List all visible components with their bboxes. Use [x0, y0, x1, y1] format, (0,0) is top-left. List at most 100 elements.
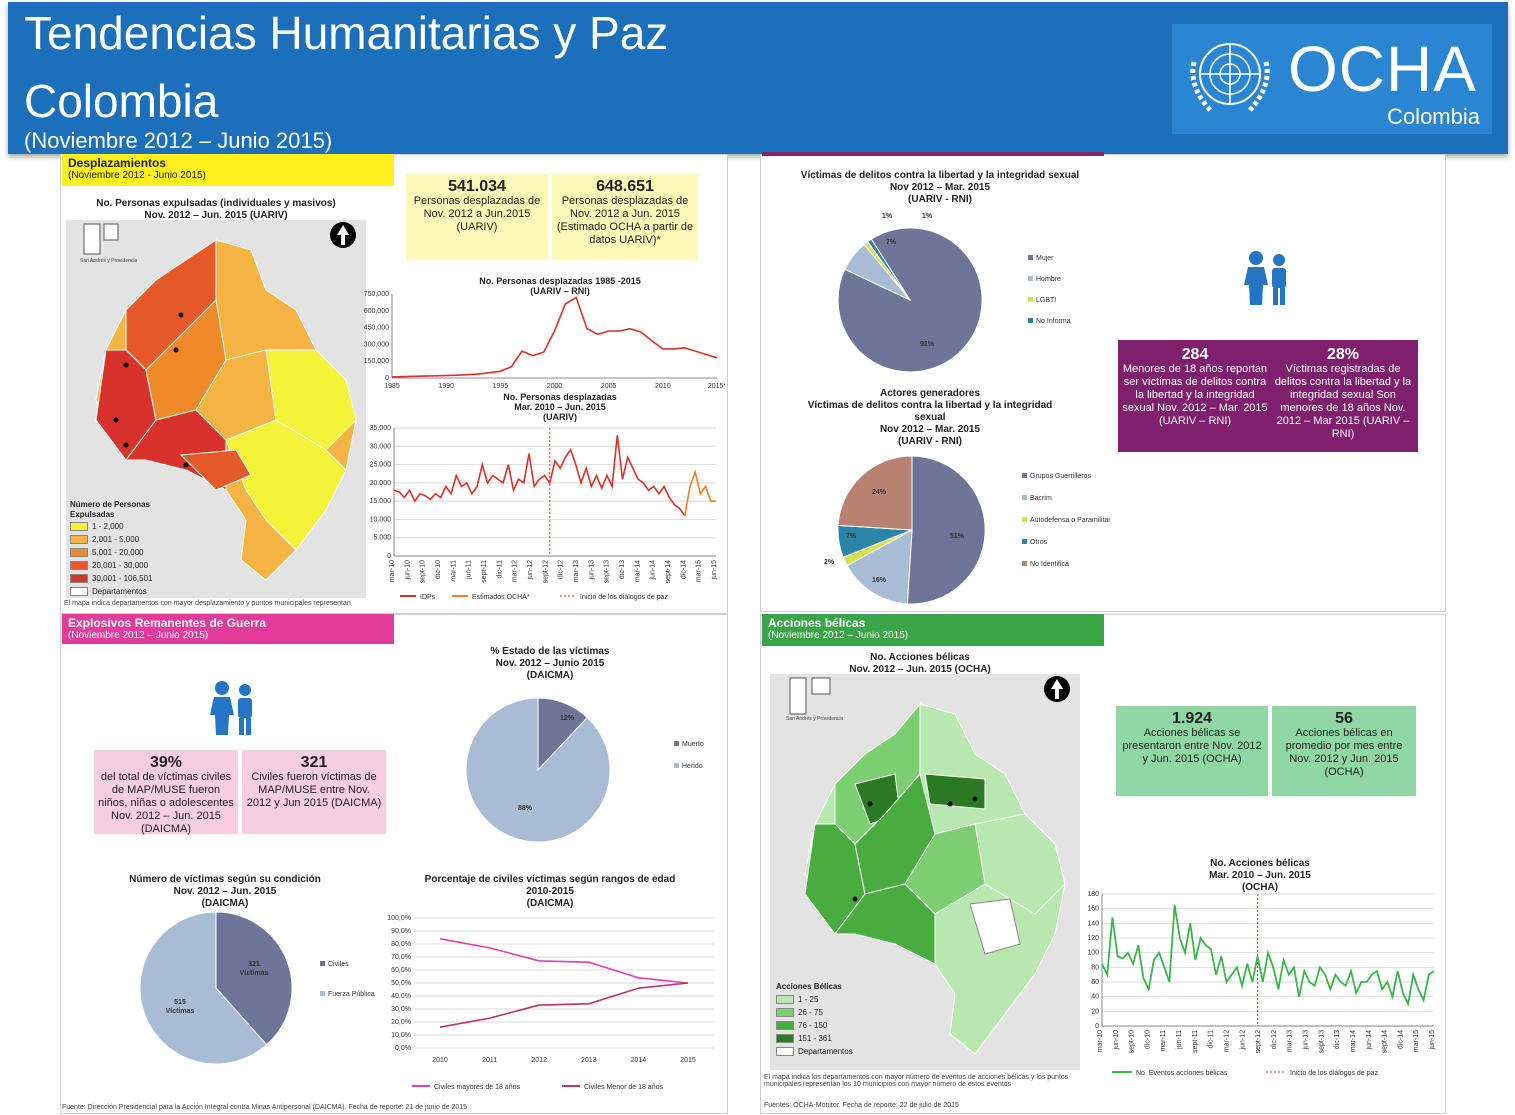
legend-label: Civiles mayores de 18 años	[434, 1084, 520, 1091]
legend-swatch	[776, 1034, 794, 1044]
map-legend-item: 2,001 - 5,000	[70, 533, 180, 546]
pie-estado-victimas: Muerto Herido 12% 88%	[465, 697, 704, 843]
legend-swatch	[70, 561, 88, 571]
logo-sub: Colombia	[1387, 104, 1480, 129]
inset-label-acciones: San Andrés y Providencia	[786, 716, 844, 722]
pie-label: 321	[248, 961, 260, 968]
legend-label: Inicio de los diálogos de paz	[580, 594, 668, 601]
y-tick-label: 60	[1091, 979, 1099, 986]
pie-label: 12%	[560, 715, 575, 722]
legend-swatch	[70, 548, 88, 558]
x-tick-label: dic-11	[496, 560, 503, 579]
chart-edad-title: Porcentaje de civiles víctimas según ran…	[424, 874, 676, 909]
x-tick-label: 1990	[438, 383, 454, 390]
legend-swatch	[674, 741, 679, 746]
legend-label: Bacrim	[1030, 495, 1052, 502]
x-tick-label: 2013	[581, 1057, 597, 1064]
series-line	[439, 982, 689, 1028]
legend-label: Inicio de los diálogos de paz	[1290, 1070, 1378, 1077]
legend-label: Otros	[1030, 539, 1048, 546]
legend-label: 2,001 - 5,000	[92, 535, 140, 544]
x-tick-label: sept-11	[1192, 1030, 1199, 1053]
x-tick-label: sept-13	[604, 560, 611, 583]
pie-actores-title: Actores generadores Víctimas de delitos c…	[807, 388, 1053, 447]
legend-label: 151 - 361	[798, 1034, 832, 1043]
box-acciones-1924: 1.924 Acciones bélicas se presentaron ent…	[1116, 706, 1268, 796]
x-tick-label: sept-14	[1382, 1030, 1389, 1053]
legend-swatch	[1022, 539, 1027, 544]
pie-label: 1%	[882, 213, 893, 220]
map-legend-item: Departamentos	[776, 1045, 886, 1058]
legend-label: Mujer	[1036, 255, 1054, 262]
map-legend-item: 1 - 25	[776, 993, 886, 1006]
legend-label: Estimados OCHA*	[472, 594, 530, 601]
footer-erg: Fuente: Dirección Presidencial para la A…	[62, 1104, 468, 1111]
y-tick-label: 20,0%	[391, 1019, 411, 1026]
box-sexual: 284 Menores de 18 años reportan ser vícti…	[1118, 340, 1418, 452]
pie-slice	[846, 529, 913, 605]
x-tick-label: mar-13	[573, 560, 580, 582]
box-erg-321: 321 Civiles fueron víctimas de MAP/MUSE e…	[242, 750, 386, 834]
legend-label: Departamentos	[92, 587, 147, 596]
y-tick-label: 90,0%	[391, 928, 411, 935]
legend-label: 30,001 - 106,501	[92, 574, 153, 583]
x-tick-label: jun-11	[1176, 1030, 1183, 1050]
legend-label: Grupos Guerrilleros	[1030, 473, 1092, 480]
pie-label: Víctimas	[166, 1008, 195, 1015]
pie-slice	[465, 697, 611, 843]
x-tick-label: sept-12	[1255, 1030, 1262, 1053]
x-tick-label: 2015	[680, 1057, 696, 1064]
pie-slice	[867, 238, 911, 301]
x-tick-label: 2014	[631, 1057, 647, 1064]
box-personas-ocha: 648.651 Personas desplazadas de Nov. 2012…	[552, 174, 698, 260]
x-tick-label: 2012	[531, 1057, 547, 1064]
x-tick-label: sept-10	[1129, 1030, 1136, 1053]
pie-condicion-title: Número de víctimas según su condición Nov…	[129, 874, 321, 909]
section-acciones: Acciones bélicas (Noviembre 2012 – Junio …	[762, 614, 1104, 646]
x-tick-label: mar-11	[450, 560, 457, 582]
x-tick-label: sept-10	[420, 560, 427, 583]
legend-label: 5,001 - 20,000	[92, 548, 144, 557]
pie-label: 7%	[886, 239, 897, 246]
pie-label: 24%	[872, 489, 887, 496]
legend-swatch	[320, 961, 325, 966]
map-acciones-title: No. Acciones bélicas Nov. 2012 – Jun. 201…	[849, 652, 991, 675]
y-tick-label: 10,0%	[391, 1032, 411, 1039]
y-tick-label: 750,000	[364, 291, 389, 298]
pie-label: 88%	[518, 805, 533, 812]
pie-estado-title: % Estado de las víctimas Nov. 2012 – Juni…	[490, 646, 610, 681]
pie-label: 7%	[846, 533, 857, 540]
page-subtitle: (Noviembre 2012 – Junio 2015)	[24, 128, 333, 153]
legend-label: 1 - 25	[798, 995, 819, 1004]
x-tick-label: jun-10	[1113, 1030, 1120, 1051]
legend-swatch	[70, 522, 88, 532]
x-tick-label: mar-14	[634, 560, 641, 582]
map-legend-item: 26 - 75	[776, 1006, 886, 1019]
x-tick-label: mar-12	[512, 560, 519, 582]
y-tick-label: 20	[1091, 1008, 1099, 1015]
un-emblem-icon	[1190, 43, 1270, 114]
x-tick-label: jun-13	[1303, 1030, 1310, 1051]
y-tick-label: 5.000	[373, 535, 391, 542]
map-legend-item: 1 - 2,000	[70, 520, 180, 533]
page-title: Tendencias Humanitarias y Paz	[24, 7, 669, 59]
legend-swatch	[776, 1021, 794, 1031]
x-tick-label: dic-10	[435, 560, 442, 579]
series-line	[684, 469, 716, 516]
x-tick-label: mar-12	[1223, 1030, 1230, 1052]
pie-actores-generadores: Grupos Guerrilleros Bacrim Autodefensa o P…	[824, 455, 1110, 605]
legend-swatch	[70, 574, 88, 584]
legend-swatch	[1022, 517, 1027, 522]
y-tick-label: 450,000	[364, 325, 389, 332]
x-tick-label: dic-10	[1144, 1030, 1151, 1049]
x-tick-label: jun-15	[1429, 1030, 1436, 1051]
y-tick-label: 70,0%	[391, 954, 411, 961]
y-tick-label: 100,0%	[387, 915, 411, 922]
pie-label: 16%	[872, 577, 887, 584]
y-tick-label: 10.000	[370, 516, 392, 523]
y-tick-label: 140	[1087, 920, 1099, 927]
section-erg: Explosivos Remanentes de Guerra (Noviembr…	[62, 614, 394, 644]
chart-rangos-edad: 0,0% 10,0% 20,0% 30,0% 40,0% 50,0% 60,0% 70,0% 8…	[387, 915, 714, 1091]
map-legend-item: 30,001 - 106,501	[70, 572, 180, 585]
x-tick-label: jun-12	[1239, 1030, 1246, 1051]
